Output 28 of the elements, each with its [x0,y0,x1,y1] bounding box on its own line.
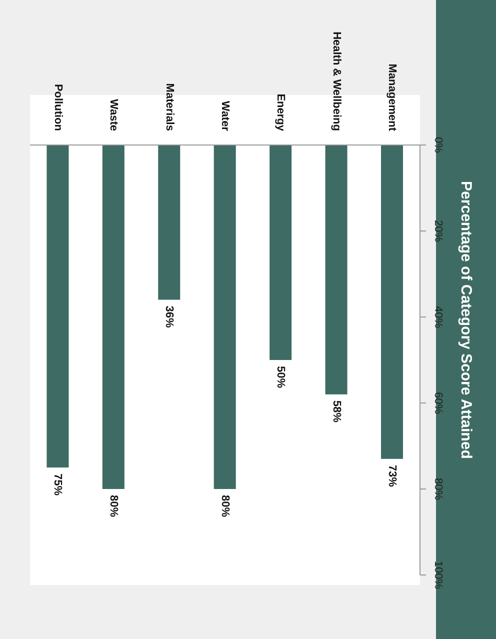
data-label: 50% [274,366,287,388]
bar [325,145,348,394]
x-tick-label: Waste [108,99,120,131]
x-tick-label: Energy [274,94,287,132]
bar [158,145,180,300]
y-tick-label: 100% [432,560,444,590]
bar [214,145,236,489]
x-tick-label: Pollution [52,84,64,132]
bar [270,145,292,360]
y-tick-label: 80% [432,478,444,500]
y-tick-label: 60% [432,392,444,414]
x-tick-label: Management [386,64,398,132]
data-label: 80% [107,495,120,518]
x-tick-label: Health & Wellbeing [330,32,342,131]
y-tick-label: 0% [432,137,444,154]
data-label: 58% [330,400,342,423]
y-tick-label: 40% [432,306,444,328]
x-tick-label: Water [219,100,231,132]
bar [102,145,124,489]
data-label: 80% [218,495,231,518]
bar [46,145,69,468]
y-tick-label: 20% [432,220,444,242]
data-label: 75% [52,474,64,496]
data-label: 73% [386,464,398,488]
data-label: 36% [163,306,176,328]
x-tick-label: Materials [163,83,176,131]
text: Percentage of Category Score Attained [458,180,474,458]
bar [381,145,403,459]
